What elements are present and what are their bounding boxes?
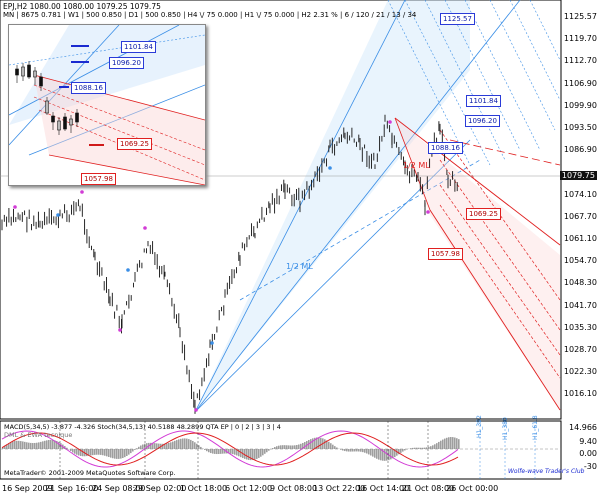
metatrader-brand: MetaTrader	[4, 469, 41, 477]
price-axis-label: 1035.30	[563, 322, 597, 332]
h1-label-1: H1_392	[476, 415, 483, 438]
indicator-plot	[1, 430, 460, 468]
price-axis-label: 1086.90	[563, 145, 597, 155]
indicator-axis-bottom: -30	[583, 462, 597, 471]
price-axis-label: 1061.10	[563, 234, 597, 243]
time-axis-label: 21 Oct 08:00	[402, 484, 455, 493]
time-axis-label: 9 Oct 08:00	[270, 484, 318, 493]
price-box-1096: 1096.20	[465, 115, 500, 127]
price-axis-label: 1112.70	[563, 56, 597, 66]
time-axis-label: 13 Oct 22:00	[313, 484, 366, 493]
time-axis-label: 6 Oct 12:00	[225, 484, 273, 493]
inset-zoom-panel: 1101.84 1096.20 1088.16 1069.25 1057.98	[8, 24, 206, 186]
price-axis-label: 1054.70	[563, 256, 597, 266]
current-price-label: 1079.75	[559, 171, 597, 180]
price-box-1088: 1088.16	[428, 142, 463, 154]
price-axis-label: 1093.50	[563, 123, 597, 132]
red-pitchfork	[394, 117, 561, 411]
indicator-axis-zero: 0.00	[579, 449, 597, 458]
indicator-subtitle: DML & EWA tecnique	[4, 431, 73, 439]
price-box-1069: 1069.25	[466, 208, 501, 220]
blue-pitchfork	[194, 0, 561, 413]
price-axis-label: 1099.90	[563, 100, 597, 110]
h1-label-2: H1_380	[502, 417, 509, 440]
indicator-title: MACD(5,34,5) -3.877 -4.326 Stoch(34,5,13…	[4, 423, 281, 431]
chart-frame	[0, 0, 562, 420]
price-bars	[1, 114, 458, 414]
half-ml-label: 1/2 ML	[286, 262, 313, 271]
time-axis-label: 26 Oct 00:00	[446, 484, 499, 493]
inset-price-box-1101: 1101.84	[121, 41, 156, 53]
price-axis-label: 1074.10	[563, 189, 597, 199]
inset-price-box-1057: 1057.98	[81, 173, 116, 185]
time-axis-label: 16 Sep 2009	[2, 484, 53, 493]
price-axis-label: 1119.70	[563, 34, 597, 44]
cycle-markers	[59, 421, 536, 479]
signature: Wolfe-wave Trader's Club	[508, 468, 585, 475]
indicator-axis-upper: 9.40	[579, 437, 597, 446]
price-axis-label: 1125.57	[563, 12, 597, 21]
copyright-text: © 2001-2009 MetaQuotes Software Corp.	[40, 469, 176, 477]
half-ml-label-right: 1/2 ML	[403, 161, 430, 170]
price-axis-label: 1041.70	[563, 300, 597, 310]
price-axis-label: 1067.70	[563, 211, 597, 221]
timeframe-summary: MN | 8675 0.781 | W1 | 500 0.850 | D1 | …	[3, 11, 417, 19]
time-axis-label: 21 Sep 16:00	[45, 484, 99, 493]
symbol-header: EPJ,H2 1080.00 1080.00 1079.25 1079.75	[3, 2, 161, 11]
price-axis-label: 1028.70	[563, 345, 597, 354]
time-axis-label: 24 Sep 08:00	[92, 484, 146, 493]
price-box-1057: 1057.98	[428, 248, 463, 260]
price-axis-label: 1106.90	[563, 78, 597, 88]
time-axis-label: 16 Oct 14:00	[357, 484, 410, 493]
inset-price-box-1096: 1096.20	[109, 57, 144, 69]
indicator-frame	[0, 420, 562, 480]
inset-price-box-1069: 1069.25	[117, 138, 152, 150]
price-axis-label: 1022.30	[563, 367, 597, 377]
inset-price-box-1088: 1088.16	[71, 82, 106, 94]
price-box-1125: 1125.57	[440, 13, 475, 25]
pivot-markers	[13, 120, 447, 412]
inset-chart	[9, 25, 205, 185]
time-axis-label: 29 Sep 02:00	[133, 484, 187, 493]
price-axis-label: 1016.10	[563, 389, 597, 399]
h1-label-3: H1_61.8	[532, 415, 539, 440]
price-box-1101: 1101.84	[466, 95, 501, 107]
price-axis-label: 1048.30	[563, 278, 597, 288]
indicator-axis-top: 14.966	[569, 423, 597, 432]
time-axis-label: 1 Oct 18:00	[180, 484, 228, 493]
